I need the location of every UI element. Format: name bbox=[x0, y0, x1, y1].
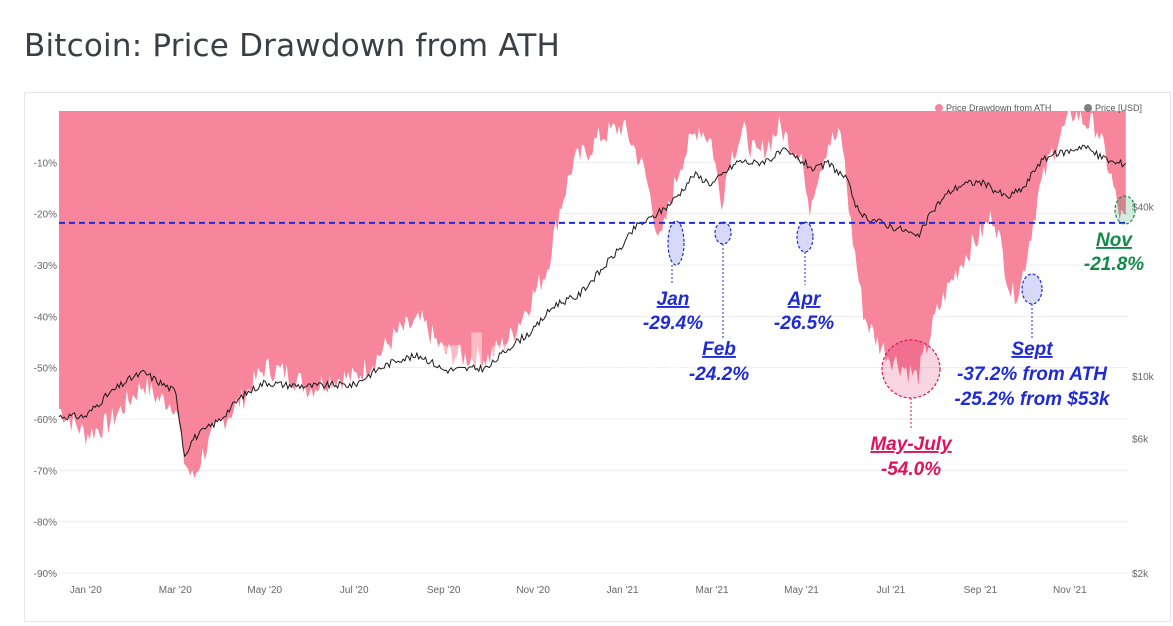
annotation-value: -37.2% from ATH bbox=[957, 364, 1108, 385]
legend-label-price: Price [USD] bbox=[1095, 103, 1142, 113]
drawdown-chart: glassnode -10% -20% -30% -40% -50% -60% -70% -8… bbox=[34, 103, 1155, 596]
annotation-value: -21.8% bbox=[1084, 254, 1144, 275]
annotation-highlight bbox=[1114, 195, 1136, 225]
annotation-month: Feb bbox=[702, 339, 736, 360]
x-tick-label: Sep '21 bbox=[964, 585, 998, 596]
x-tick-label: May '20 bbox=[247, 585, 282, 596]
x-tick-label: Mar '21 bbox=[696, 585, 729, 596]
annotation-month: Sept bbox=[1011, 339, 1053, 360]
chart-frame: glassnode -10% -20% -30% -40% -50% -60% -70% -8… bbox=[24, 92, 1171, 622]
drawdown-fill bbox=[59, 111, 1126, 479]
legend-label-drawdown: Price Drawdown from ATH bbox=[946, 103, 1051, 113]
legend-marker-drawdown bbox=[935, 104, 943, 112]
y-right-tick-label: $10k bbox=[1132, 372, 1155, 383]
annotation-value: -26.5% bbox=[774, 313, 834, 334]
x-tick-label: Jul '21 bbox=[877, 585, 906, 596]
y-tick-label: -40% bbox=[34, 312, 57, 323]
watermark-text: glassnode bbox=[423, 323, 766, 393]
legend: Price Drawdown from ATH Price [USD] bbox=[935, 103, 1142, 113]
annotation-value-2: -25.2% from $53k bbox=[954, 389, 1111, 410]
x-tick-label: Nov '20 bbox=[516, 585, 550, 596]
x-tick-label: Sep '20 bbox=[427, 585, 461, 596]
y-tick-label: -30% bbox=[34, 261, 57, 272]
annotation-value: -54.0% bbox=[881, 459, 941, 480]
annotation-month: Jan bbox=[657, 289, 690, 310]
x-tick-label: Jan '20 bbox=[70, 585, 102, 596]
x-tick-label: Jan '21 bbox=[607, 585, 639, 596]
y-tick-label: -10% bbox=[34, 158, 57, 169]
y-tick-label: -80% bbox=[34, 518, 57, 529]
drawdown-area bbox=[59, 111, 1126, 479]
annotation-highlight bbox=[714, 221, 732, 245]
annotation-month: May-July bbox=[870, 434, 953, 455]
y-axis-right: $40k $10k $6k $2k bbox=[1132, 202, 1155, 580]
y-tick-label: -70% bbox=[34, 466, 57, 477]
annotation-value: -29.4% bbox=[643, 313, 703, 334]
legend-marker-price bbox=[1084, 104, 1092, 112]
annotation-value: -24.2% bbox=[689, 364, 749, 385]
x-axis: Jan '20 Mar '20 May '20 Jul '20 Sep '20 Nov '… bbox=[70, 585, 1087, 596]
x-tick-label: Nov '21 bbox=[1053, 585, 1087, 596]
y-right-tick-label: $40k bbox=[1132, 202, 1155, 213]
x-tick-label: Jul '20 bbox=[340, 585, 369, 596]
y-tick-label: -60% bbox=[34, 415, 57, 426]
y-tick-label: -20% bbox=[34, 210, 57, 221]
price-line bbox=[58, 144, 1127, 458]
y-right-tick-label: $6k bbox=[1132, 435, 1149, 446]
annotation-highlight bbox=[881, 339, 941, 399]
annotation-highlight bbox=[1021, 273, 1043, 305]
annotation-month: Nov bbox=[1096, 230, 1133, 251]
y-tick-label: -90% bbox=[34, 569, 57, 580]
x-tick-label: Mar '20 bbox=[159, 585, 192, 596]
price-line-path bbox=[58, 144, 1127, 458]
y-right-tick-label: $2k bbox=[1132, 569, 1149, 580]
x-tick-label: May '21 bbox=[784, 585, 819, 596]
annotation-highlight bbox=[796, 221, 814, 253]
annotation-highlight bbox=[667, 220, 685, 266]
y-tick-label: -50% bbox=[34, 364, 57, 375]
watermark: glassnode bbox=[423, 323, 766, 393]
chart-title: Bitcoin: Price Drawdown from ATH bbox=[24, 28, 560, 64]
annotations: Jan -29.4% Feb -24.2% Apr -26.5% May-July -54.0… bbox=[643, 195, 1144, 480]
y-axis-left: -10% -20% -30% -40% -50% -60% -70% -80% -90% bbox=[34, 158, 57, 580]
annotation-month: Apr bbox=[787, 289, 822, 310]
